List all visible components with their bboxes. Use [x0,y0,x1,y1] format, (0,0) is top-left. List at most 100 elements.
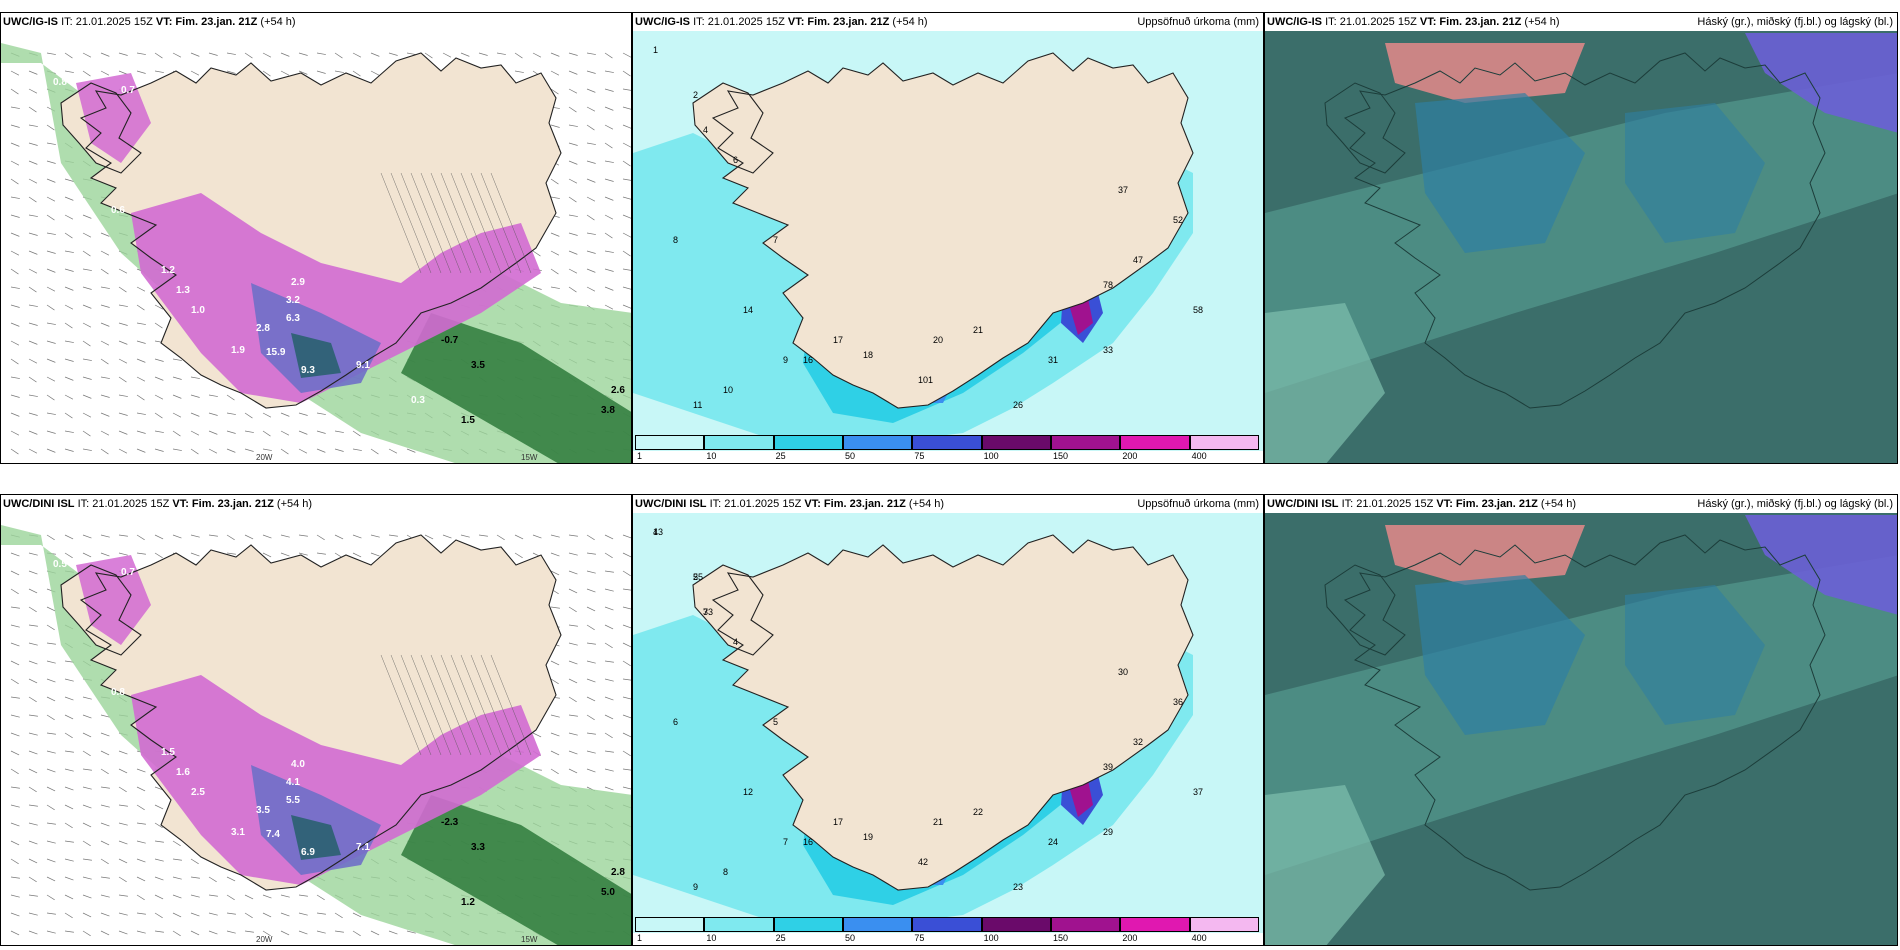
colorbar-tick: 150 [1053,933,1069,943]
precip-label: 1 [653,527,658,537]
colorbar-swatch [704,917,774,932]
precip-label: 11 [693,400,702,410]
lead-time: (+54 h) [276,498,313,510]
colorbar-tick: 75 [914,933,925,943]
precip-label: 39 [1103,762,1113,772]
temperature-label: 3.8 [601,405,615,416]
hatch-line [390,172,432,274]
colorbar-swatch [843,435,913,450]
colorbar-swatch [981,435,1051,450]
precip-label: 20 [933,335,943,345]
colorbar-tick: 400 [1191,933,1207,943]
coastline [711,52,1194,409]
precip-label: 9 [783,355,788,365]
temperature-label: 0.8 [111,687,125,698]
temperature-label: 1.9 [231,345,245,356]
hatch-line [410,172,452,274]
colorbar-tick: 100 [983,933,999,943]
field-title: Uppsöfnuð úrkoma (mm) [1137,498,1259,510]
lead-time: (+54 h) [892,16,928,28]
valid-time: Fim. 23.jan. 21Z [175,16,258,28]
colorbar-swatch [1051,435,1121,450]
hatch-line [480,654,522,756]
hatch-line [400,654,442,756]
precip-label: 52 [1173,215,1183,225]
hatch-line [470,172,512,274]
panel-header: UWC/IG-IS IT: 21.01.2025 15Z VT: Fim. 23… [1,13,631,31]
valid-time: Fim. 23.jan. 21Z [823,498,906,510]
temperature-label: 5.0 [601,887,615,898]
temperature-label: 2.5 [191,787,205,798]
lon-label: 20W [256,453,273,462]
colorbar-tick: 50 [845,933,856,943]
lead-time: (+54 h) [908,498,945,510]
temperature-label: 2.6 [611,385,625,396]
temperature-label: -0.7 [441,335,459,346]
panel-temp-dini: UWC/DINI ISL IT: 21.01.2025 15Z VT: Fim.… [0,494,632,946]
precip-label: 16 [803,355,813,365]
colorbar-tick: 10 [706,451,717,461]
model-name: UWC/IG-IS [1267,16,1322,28]
colorbar-swatch [1051,917,1121,932]
colorbar-tick: 10 [706,933,717,943]
init-time: IT: 21.01.2025 15Z [709,498,802,510]
precip-label: 7 [773,235,778,245]
coastline [79,534,562,891]
temperature-label: 4.1 [286,777,300,788]
temperature-label: 3.2 [286,295,300,306]
precipitation-map: 1234567891216171921222324293032363739424… [633,513,1263,933]
colorbar-tick: 1 [637,451,643,461]
temperature-label: 2.9 [291,277,305,288]
cloud-field [1745,33,1897,133]
colorbar-tick: 50 [845,451,856,461]
coastline [711,534,1194,891]
precip-label: 4 [703,125,708,135]
precip-field [1070,780,1093,817]
panel-header: UWC/DINI ISL IT: 21.01.2025 15Z VT: Fim.… [1265,495,1897,513]
temperature-label: 3.1 [231,827,245,838]
hatch-line [420,654,462,756]
temperature-label: 9.1 [356,360,370,371]
precip-label: 24 [1048,837,1058,847]
init-time: IT: 21.01.2025 15Z [77,498,170,510]
land-mass [713,535,1193,890]
precip-label: 16 [803,837,813,847]
temperature-label: 3.5 [471,360,485,371]
precip-label: 8 [723,867,728,877]
precip-label: 4 [733,637,738,647]
precip-label: 8 [673,235,678,245]
precip-label: 30 [1118,667,1128,677]
hatch-line [380,654,422,756]
panel-precip-ig-is: UWC/IG-IS IT: 21.01.2025 15Z VT: Fim. 23… [632,12,1264,464]
lead-time: (+54 h) [260,16,296,28]
panel-header: UWC/DINI ISL IT: 21.01.2025 15Z VT: Fim.… [633,495,1263,513]
temperature-field [131,193,541,403]
coastline [1343,534,1826,891]
model-name: UWC/IG-IS [635,16,690,28]
temperature-label: 1.5 [161,747,175,758]
coastline [60,564,142,656]
cloud-field [1625,103,1765,243]
cloud-field [1415,93,1585,253]
coastline [1343,52,1826,409]
field-title: Háský (gr.), miðský (fj.bl.) og lágský (… [1697,498,1893,510]
cloud-cover-map [1265,31,1897,463]
hatch-line [490,654,532,756]
hatch-line [440,654,482,756]
field-title: Uppsöfnuð úrkoma (mm) [1137,16,1259,28]
panel-header: UWC/IG-IS IT: 21.01.2025 15Z VT: Fim. 23… [1265,13,1897,31]
coastline [1324,82,1406,174]
panel-temp-ig-is: UWC/IG-IS IT: 21.01.2025 15Z VT: Fim. 23… [0,12,632,464]
hatch-line [410,654,452,756]
precip-label: 32 [1133,737,1143,747]
temperature-label: 1.6 [176,767,190,778]
cloud-field [1385,525,1585,585]
coastline [692,564,774,656]
precipitation-map: 1246789101114161718202126313337475258781… [633,31,1263,451]
colorbar-tick: 100 [983,451,999,461]
colorbar-swatch [704,435,774,450]
temperature-label: 0.8 [53,77,67,88]
valid-time: Fim. 23.jan. 21Z [1439,16,1522,28]
colorbar-tick: 150 [1053,451,1069,461]
precip-colorbar: 1 10 25 50 75 100 150 200 400 [635,435,1261,461]
